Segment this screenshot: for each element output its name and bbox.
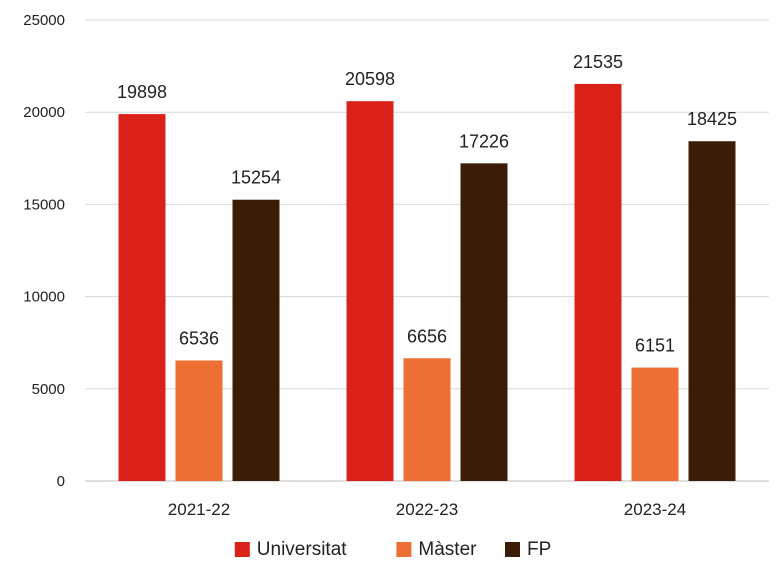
data-label: 6536 (179, 328, 219, 348)
bars (118, 83, 736, 482)
bar (688, 141, 736, 482)
y-tick-label: 20000 (23, 104, 65, 121)
x-tick-label: 2023-24 (624, 500, 686, 519)
bar (346, 101, 394, 481)
data-label: 6151 (635, 336, 675, 356)
data-labels: 19898 6536 15254 20598 6656 17226 21535 6151 184… (117, 52, 737, 356)
legend-label: Màster (418, 539, 477, 560)
legend-swatch (396, 542, 412, 557)
bar (631, 367, 679, 481)
bar (460, 163, 508, 482)
x-tick-label: 2022-23 (396, 500, 458, 519)
y-tick-label: 15000 (23, 196, 65, 213)
legend-swatch (234, 542, 250, 557)
bar (574, 83, 622, 482)
bar (118, 114, 166, 482)
y-axis-ticks: 0 5000 10000 15000 20000 25000 (23, 12, 65, 490)
data-label: 19898 (117, 82, 167, 102)
legend-label: Universitat (257, 539, 347, 560)
x-tick-label: 2021-22 (168, 500, 230, 519)
legend-label: FP (527, 539, 551, 560)
data-label: 20598 (345, 69, 395, 89)
data-label: 17226 (459, 131, 509, 151)
y-tick-label: 0 (57, 473, 65, 490)
y-tick-label: 10000 (23, 289, 65, 306)
x-axis-ticks: 2021-22 2022-23 2023-24 (168, 500, 686, 519)
data-label: 15254 (231, 168, 281, 188)
data-label: 6656 (407, 326, 447, 346)
legend-swatch (505, 542, 520, 557)
data-label: 21535 (573, 52, 623, 72)
y-tick-label: 5000 (32, 381, 65, 398)
data-label: 18425 (687, 109, 737, 129)
bar (403, 358, 451, 481)
legend: Universitat Màster FP (234, 539, 551, 560)
bar (175, 360, 223, 481)
bar (232, 199, 280, 481)
y-tick-label: 25000 (23, 12, 65, 29)
